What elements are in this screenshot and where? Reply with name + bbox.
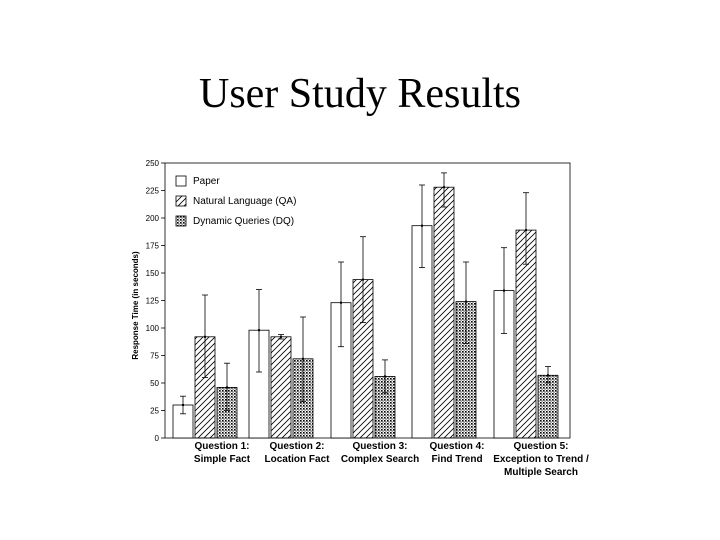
- category-label: Location Fact: [264, 454, 330, 465]
- mean-marker: [443, 186, 445, 189]
- mean-marker: [226, 386, 228, 389]
- y-tick-label: 225: [146, 187, 160, 196]
- y-tick-label: 0: [155, 434, 160, 443]
- y-tick-label: 75: [150, 352, 159, 361]
- mean-marker: [302, 357, 304, 360]
- y-tick-label: 150: [146, 269, 160, 278]
- y-tick-label: 175: [146, 242, 160, 251]
- y-tick-label: 200: [146, 214, 160, 223]
- legend-label: Dynamic Queries (DQ): [193, 216, 294, 227]
- y-axis-label: Response Time (in seconds): [131, 251, 140, 360]
- category-label: Find Trend: [431, 454, 482, 465]
- mean-marker: [280, 335, 282, 338]
- bar-hatch-q4: [433, 186, 455, 439]
- category-label: Question 5:: [513, 441, 568, 452]
- mean-marker: [465, 300, 467, 303]
- legend-swatch-dots: [175, 215, 187, 227]
- category-label: Complex Search: [341, 454, 419, 465]
- legend-label: Natural Language (QA): [193, 196, 296, 207]
- legend-swatch-none: [175, 175, 187, 187]
- category-label: Question 4:: [429, 441, 484, 452]
- mean-marker: [340, 301, 342, 304]
- mean-marker: [362, 278, 364, 281]
- slide-title: User Study Results: [198, 71, 521, 117]
- mean-marker: [421, 224, 423, 227]
- y-tick-label: 25: [150, 407, 159, 416]
- y-tick-label: 50: [150, 379, 159, 388]
- category-label: Multiple Search: [504, 467, 578, 478]
- y-tick-label: 250: [146, 159, 160, 168]
- mean-marker: [547, 374, 549, 377]
- mean-marker: [182, 404, 184, 406]
- mean-marker: [503, 289, 505, 292]
- bar-dots-q5: [537, 374, 559, 439]
- bar-hatch-q2: [270, 336, 292, 439]
- y-tick-label: 125: [146, 297, 160, 306]
- legend-swatch-hatch: [175, 195, 187, 207]
- category-label: Exception to Trend /: [493, 454, 589, 465]
- category-label: Simple Fact: [194, 454, 251, 465]
- mean-marker: [525, 229, 527, 232]
- category-label: Question 2:: [269, 441, 324, 452]
- mean-marker: [258, 329, 260, 332]
- y-tick-label: 100: [146, 324, 160, 333]
- category-label: Question 3:: [352, 441, 407, 452]
- category-label: Question 1:: [194, 441, 249, 452]
- mean-marker: [384, 375, 386, 378]
- mean-marker: [204, 335, 206, 338]
- legend-label: Paper: [193, 176, 220, 187]
